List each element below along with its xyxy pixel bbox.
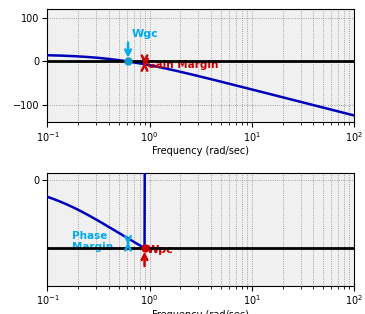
Text: Phase
Margin: Phase Margin xyxy=(72,231,113,252)
Text: Wpc: Wpc xyxy=(147,245,173,255)
Text: Wgc: Wgc xyxy=(131,29,158,39)
X-axis label: Frequency (rad/sec): Frequency (rad/sec) xyxy=(152,146,249,156)
X-axis label: Frequency (rad/sec): Frequency (rad/sec) xyxy=(152,310,249,314)
Text: Gain Margin: Gain Margin xyxy=(147,60,218,70)
